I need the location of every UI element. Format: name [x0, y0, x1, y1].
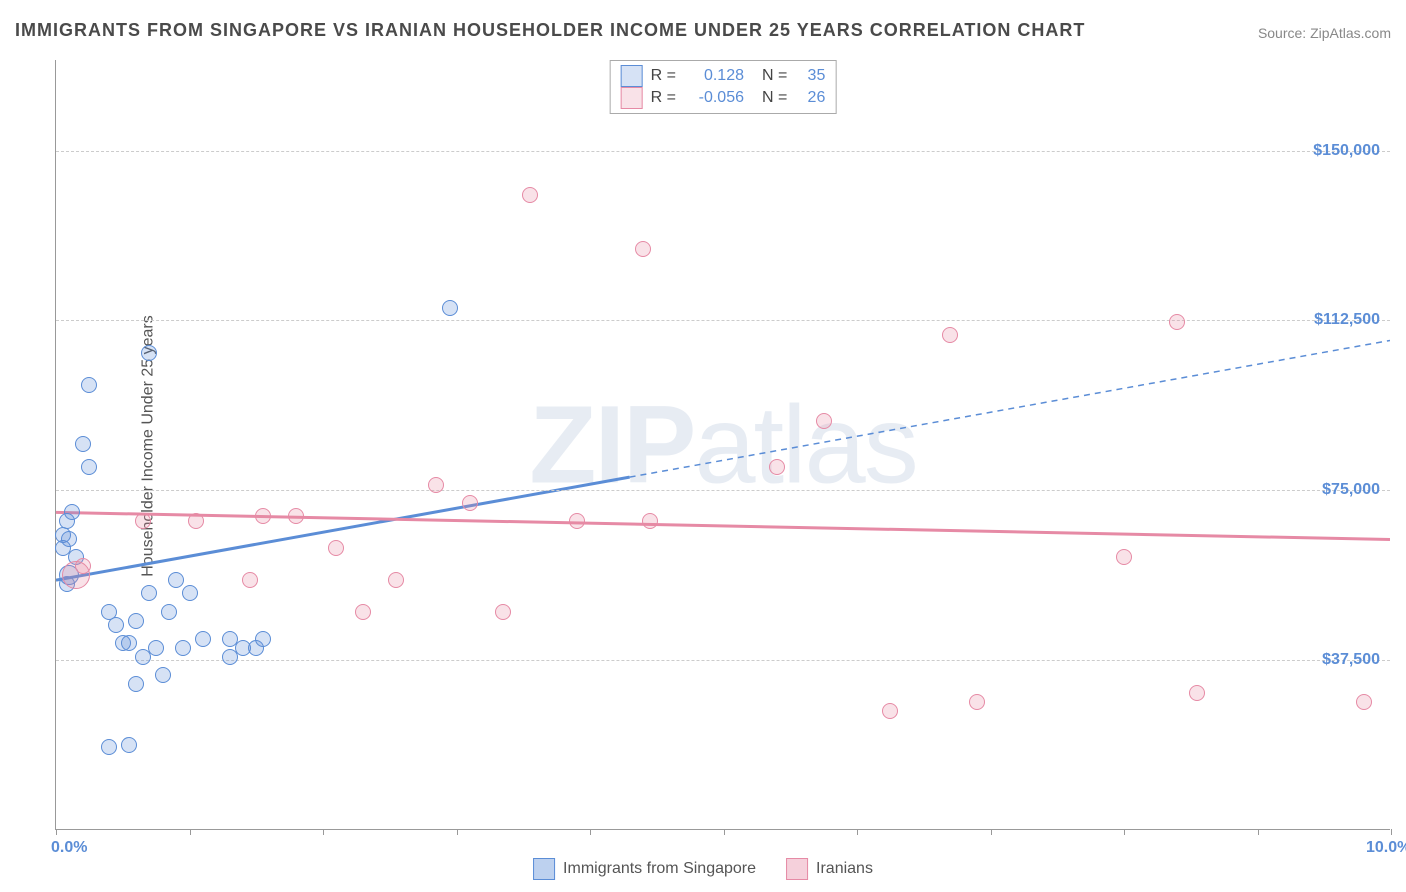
x-tick-label: 10.0% [1366, 839, 1406, 857]
scatter-point [195, 631, 211, 647]
source-attribution: Source: ZipAtlas.com [1258, 25, 1391, 41]
scatter-point [81, 377, 97, 393]
x-tick-label: 0.0% [51, 839, 87, 857]
scatter-point [1356, 694, 1372, 710]
scatter-point [101, 739, 117, 755]
x-tick-mark [857, 829, 858, 835]
scatter-point [942, 327, 958, 343]
scatter-point [569, 513, 585, 529]
scatter-point [121, 737, 137, 753]
scatter-point [242, 572, 258, 588]
scatter-point [388, 572, 404, 588]
scatter-point [121, 635, 137, 651]
gridline [56, 151, 1390, 152]
scatter-point [141, 585, 157, 601]
legend-swatch [786, 858, 808, 880]
x-tick-mark [724, 829, 725, 835]
scatter-point [816, 413, 832, 429]
stat-row: R = 0.128 N = 35 [621, 65, 826, 87]
scatter-point [148, 640, 164, 656]
scatter-point [442, 300, 458, 316]
y-tick-label: $150,000 [1313, 142, 1380, 160]
scatter-point [141, 345, 157, 361]
scatter-point [155, 667, 171, 683]
scatter-point [328, 540, 344, 556]
y-tick-label: $112,500 [1314, 311, 1380, 329]
series-swatch [621, 65, 643, 87]
gridline [56, 660, 1390, 661]
scatter-point [882, 703, 898, 719]
series-swatch [621, 87, 643, 109]
watermark-text: ZIPatlas [529, 381, 916, 508]
x-tick-mark [56, 829, 57, 835]
scatter-point [135, 513, 151, 529]
x-tick-mark [1391, 829, 1392, 835]
scatter-point [255, 631, 271, 647]
scatter-point [75, 558, 91, 574]
chart-legend: Immigrants from Singapore Iranians [533, 858, 873, 880]
scatter-point [1116, 549, 1132, 565]
scatter-point [182, 585, 198, 601]
scatter-point [128, 676, 144, 692]
legend-item: Immigrants from Singapore [533, 858, 756, 880]
scatter-point [161, 604, 177, 620]
scatter-point [969, 694, 985, 710]
scatter-point [128, 613, 144, 629]
stat-r-label: R = [651, 67, 676, 85]
scatter-point [355, 604, 371, 620]
scatter-point [175, 640, 191, 656]
stat-row: R = -0.056 N = 26 [621, 87, 826, 109]
gridline [56, 490, 1390, 491]
scatter-point [769, 459, 785, 475]
scatter-point [642, 513, 658, 529]
y-tick-label: $37,500 [1322, 651, 1380, 669]
scatter-point [1189, 685, 1205, 701]
scatter-point [635, 241, 651, 257]
x-tick-mark [590, 829, 591, 835]
legend-item: Iranians [786, 858, 873, 880]
scatter-point [75, 436, 91, 452]
x-tick-mark [457, 829, 458, 835]
scatter-point [64, 504, 80, 520]
scatter-point [108, 617, 124, 633]
trend-lines-layer [56, 60, 1390, 829]
x-tick-mark [190, 829, 191, 835]
scatter-point [168, 572, 184, 588]
scatter-point [462, 495, 478, 511]
scatter-point [81, 459, 97, 475]
y-tick-label: $75,000 [1322, 481, 1380, 499]
scatter-point [522, 187, 538, 203]
stat-r-value: 0.128 [684, 67, 744, 85]
scatter-point [288, 508, 304, 524]
x-tick-mark [1124, 829, 1125, 835]
legend-label: Iranians [816, 860, 873, 878]
stat-r-value: -0.056 [684, 89, 744, 107]
stat-r-label: R = [651, 89, 676, 107]
x-tick-mark [1258, 829, 1259, 835]
chart-title: IMMIGRANTS FROM SINGAPORE VS IRANIAN HOU… [15, 20, 1085, 41]
stat-n-label: N = [762, 67, 787, 85]
stat-n-label: N = [762, 89, 787, 107]
chart-plot-area: ZIPatlas R = 0.128 N = 35 R = -0.056 N =… [55, 60, 1390, 830]
scatter-point [255, 508, 271, 524]
stat-n-value: 35 [795, 67, 825, 85]
x-tick-mark [991, 829, 992, 835]
correlation-stats-box: R = 0.128 N = 35 R = -0.056 N = 26 [610, 60, 837, 114]
scatter-point [61, 531, 77, 547]
stat-n-value: 26 [795, 89, 825, 107]
x-tick-mark [323, 829, 324, 835]
gridline [56, 320, 1390, 321]
legend-label: Immigrants from Singapore [563, 860, 756, 878]
legend-swatch [533, 858, 555, 880]
scatter-point [428, 477, 444, 493]
scatter-point [1169, 314, 1185, 330]
scatter-point [495, 604, 511, 620]
scatter-point [188, 513, 204, 529]
